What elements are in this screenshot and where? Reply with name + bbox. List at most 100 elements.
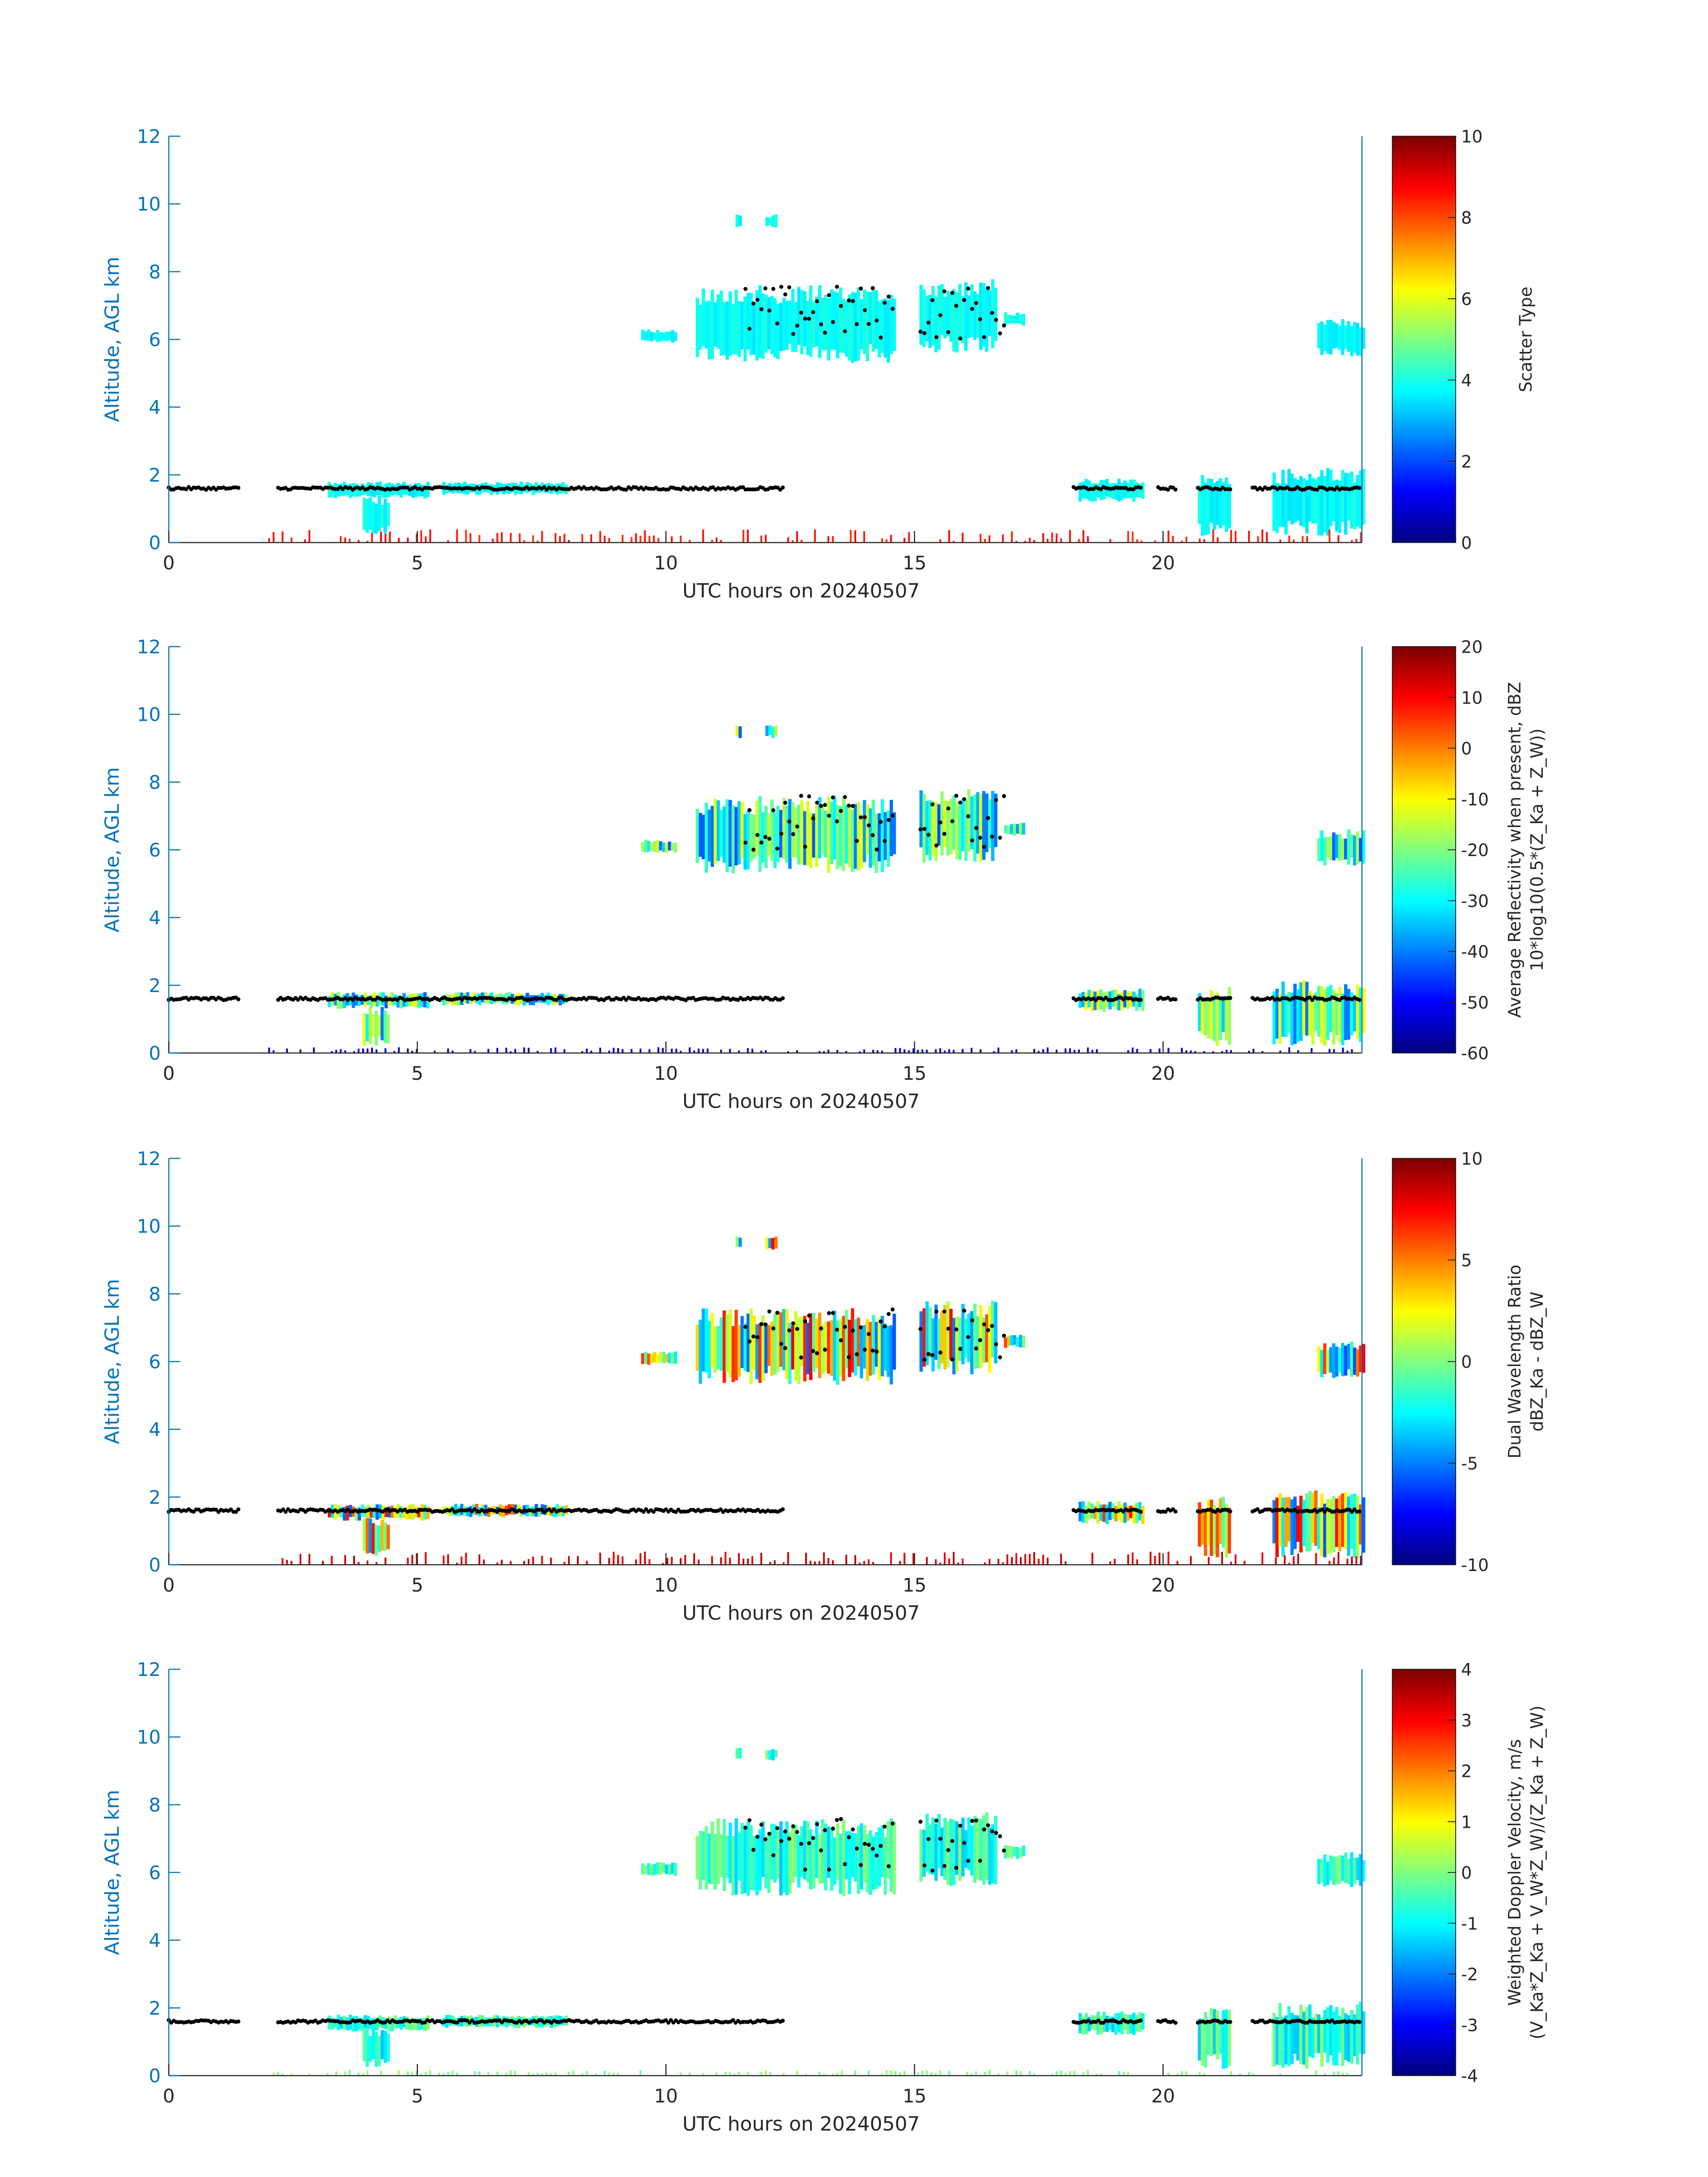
colorbar-swatch [1392, 1311, 1456, 1314]
colorbar-swatch [1392, 1485, 1456, 1489]
heatmap-cell [1190, 1050, 1192, 1053]
cloud-base-point [966, 1859, 970, 1863]
heatmap-cell [1287, 469, 1291, 521]
heatmap-cell [541, 1555, 543, 1565]
colorbar-swatch [1392, 469, 1456, 473]
heatmap-cell [1213, 2009, 1216, 2055]
colorbar-swatch [1392, 225, 1456, 229]
colorbar-tick-label: 2 [1461, 1762, 1472, 1781]
colorbar-swatch [1392, 1907, 1456, 1911]
y-tick-label: 10 [137, 704, 161, 726]
heatmap-cell [1126, 1505, 1130, 1521]
heatmap-cell [768, 1750, 772, 1760]
cloud-base-point [886, 1312, 891, 1316]
heatmap-cell [865, 291, 869, 361]
heatmap-cell [671, 536, 673, 543]
heatmap-cell [926, 2070, 928, 2076]
colorbar-swatch [1392, 2002, 1456, 2006]
colorbar-swatch [1392, 1787, 1456, 1790]
heatmap-cell [1091, 1552, 1094, 1565]
heatmap-cell [979, 1049, 981, 1053]
heatmap-cell [812, 301, 816, 348]
colorbar-swatch [1392, 492, 1456, 495]
heatmap-cell [563, 1562, 565, 1565]
heatmap-cell [976, 294, 980, 338]
heatmap-cell [935, 2073, 937, 2076]
heatmap-cell [365, 499, 369, 533]
heatmap-cell [738, 1553, 740, 1565]
colorbar-swatch [1392, 1697, 1456, 1701]
colorbar-swatch [1392, 1183, 1456, 1187]
colorbar-swatch [1392, 1742, 1456, 1746]
cloud-base-point [839, 809, 843, 813]
heatmap-cell [805, 2073, 807, 2076]
cloud-base-point [970, 307, 974, 311]
colorbar-swatch [1392, 2056, 1456, 2060]
heatmap-cell [869, 1322, 873, 1376]
heatmap-cell [1082, 2016, 1085, 2035]
cloud-base-point [982, 335, 986, 339]
cloud-base-point [982, 845, 986, 849]
heatmap-cell [782, 1830, 786, 1893]
heatmap-cell [656, 1862, 660, 1874]
colorbar-swatch [1392, 974, 1456, 977]
cloud-base-point [819, 322, 823, 326]
colorbar-swatch [1392, 735, 1456, 739]
cloud-base-point [930, 1353, 935, 1357]
heatmap-cell [943, 297, 947, 338]
heatmap-cell [363, 1013, 366, 1046]
heatmap-cell [881, 1316, 884, 1377]
heatmap-cell [659, 1862, 663, 1875]
heatmap-cell [689, 539, 691, 543]
colorbar-swatch [1392, 136, 1456, 140]
cloud-base-point [946, 1326, 951, 1331]
heatmap-cell [414, 2018, 418, 2030]
heatmap-cell [1335, 1856, 1339, 1884]
heatmap-cell [393, 1051, 396, 1053]
heatmap-cell [976, 1818, 980, 1879]
heatmap-cell [702, 1049, 704, 1053]
colorbar-swatch [1392, 2012, 1456, 2016]
heatmap-cell [451, 1050, 454, 1053]
heatmap-cell [877, 813, 881, 861]
cloud-base-point [922, 827, 927, 831]
heatmap-cell [1239, 2073, 1241, 2076]
heatmap-cell [785, 1821, 789, 1896]
heatmap-cell [771, 727, 775, 738]
heatmap-cell [1022, 823, 1025, 835]
cloud-base-point [775, 846, 780, 851]
cloud-base-point [1228, 2020, 1232, 2024]
heatmap-cell [496, 1048, 498, 1053]
colorbar-swatch [1392, 1428, 1456, 1432]
heatmap-cell [1347, 321, 1351, 352]
heatmap-cell [869, 1830, 873, 1895]
heatmap-cell [922, 289, 926, 347]
cloud-base-point [986, 1823, 990, 1828]
colorbar-swatch [1392, 1713, 1456, 1717]
heatmap-cell [599, 531, 601, 543]
colorbar-swatch [1392, 1546, 1456, 1550]
heatmap-cell [1078, 539, 1080, 543]
heatmap-cell [949, 293, 953, 342]
cloud-base-point [851, 1329, 855, 1333]
colorbar-swatch [1392, 700, 1456, 704]
heatmap-cells [268, 725, 1366, 1053]
heatmap-cell [955, 1821, 959, 1875]
heatmap-cells [268, 214, 1366, 543]
heatmap-cell [800, 800, 804, 864]
heatmap-cell [1033, 1552, 1036, 1565]
colorbar-swatch [1392, 1472, 1456, 1476]
heatmap-cell [894, 2071, 897, 2076]
heatmap-cell [1317, 838, 1321, 861]
heatmap-cell [1073, 1050, 1076, 1053]
heatmap-cell [833, 1310, 836, 1381]
colorbar-swatch [1392, 1850, 1456, 1854]
heatmap-cell [1013, 1847, 1016, 1856]
colorbar-swatch [1392, 1859, 1456, 1864]
cloud-base-point [982, 1322, 986, 1327]
heatmap-cell [417, 2018, 421, 2031]
heatmap-cell [666, 1558, 668, 1565]
heatmap-cell [751, 1049, 753, 1053]
cloud-base-point [823, 802, 827, 807]
heatmap-cell [1016, 1847, 1019, 1859]
